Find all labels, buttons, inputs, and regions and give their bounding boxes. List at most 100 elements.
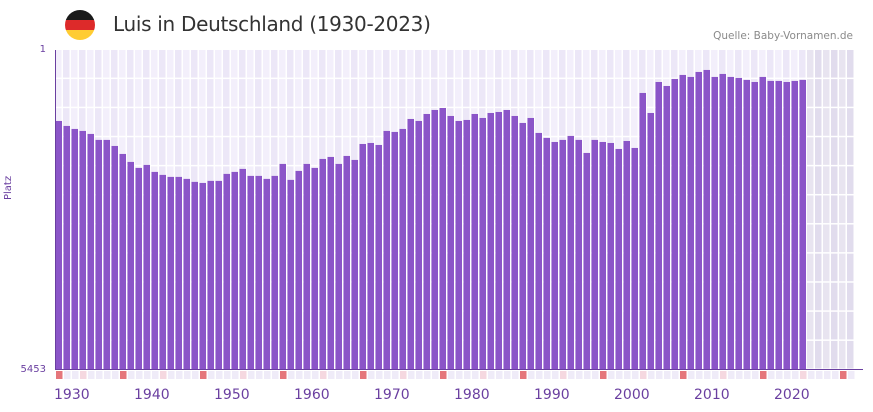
- bar-1931[interactable]: [63, 125, 71, 370]
- bar-1952[interactable]: [231, 171, 239, 370]
- bar-2008[interactable]: [679, 74, 687, 370]
- bar-1977[interactable]: [431, 109, 439, 370]
- x-tick-1960: 1960: [294, 387, 330, 403]
- bar-2015[interactable]: [735, 77, 743, 370]
- bar-1973[interactable]: [399, 128, 407, 370]
- bar-1932[interactable]: [71, 128, 79, 370]
- bar-1961[interactable]: [303, 163, 311, 370]
- bar-1992[interactable]: [551, 141, 559, 370]
- bar-2001[interactable]: [623, 140, 631, 370]
- bar-1991[interactable]: [543, 137, 551, 370]
- bar-1959[interactable]: [287, 179, 295, 370]
- bar-2017[interactable]: [751, 81, 759, 370]
- bar-1944[interactable]: [167, 176, 175, 370]
- bar-1975[interactable]: [415, 120, 423, 370]
- bar-1965[interactable]: [335, 163, 343, 370]
- bar-1935[interactable]: [95, 139, 103, 370]
- bar-1970[interactable]: [375, 144, 383, 370]
- bar-1951[interactable]: [223, 173, 231, 370]
- bar-1983[interactable]: [479, 117, 487, 370]
- bar-1974[interactable]: [407, 118, 415, 370]
- bar-1993[interactable]: [559, 139, 567, 370]
- bar-1988[interactable]: [519, 122, 527, 370]
- bar-1949[interactable]: [207, 180, 215, 370]
- bar-1962[interactable]: [311, 167, 319, 370]
- year-marker-strip: [56, 371, 855, 379]
- bar-1933[interactable]: [79, 130, 87, 370]
- bar-1981[interactable]: [463, 119, 471, 370]
- bar-2003[interactable]: [639, 92, 647, 370]
- bar-1946[interactable]: [183, 178, 191, 370]
- bar-1942[interactable]: [151, 171, 159, 370]
- bar-2010[interactable]: [695, 71, 703, 370]
- bar-1943[interactable]: [159, 174, 167, 370]
- bar-1967[interactable]: [351, 159, 359, 370]
- bar-2021[interactable]: [783, 81, 791, 370]
- x-tick-2020: 2020: [774, 387, 810, 403]
- bar-1984[interactable]: [487, 112, 495, 370]
- bar-1954[interactable]: [247, 175, 255, 370]
- bar-2004[interactable]: [647, 112, 655, 370]
- bar-1950[interactable]: [215, 180, 223, 370]
- bar-2006[interactable]: [663, 85, 671, 370]
- bar-2016[interactable]: [743, 79, 751, 370]
- bar-1945[interactable]: [175, 176, 183, 370]
- source-label: Quelle: Baby-Vornamen.de: [713, 30, 853, 42]
- bar-1930[interactable]: [55, 120, 63, 370]
- bar-1939[interactable]: [127, 161, 135, 370]
- bar-1998[interactable]: [599, 141, 607, 370]
- bar-1968[interactable]: [359, 143, 367, 370]
- bar-2018[interactable]: [759, 76, 767, 370]
- bar-1956[interactable]: [263, 178, 271, 370]
- bar-2012[interactable]: [711, 76, 719, 370]
- bar-1948[interactable]: [199, 182, 207, 370]
- bar-2023[interactable]: [799, 79, 807, 370]
- x-tick-2000: 2000: [614, 387, 650, 403]
- bar-2002[interactable]: [631, 147, 639, 370]
- bar-1982[interactable]: [471, 113, 479, 370]
- bar-1953[interactable]: [239, 168, 247, 370]
- bar-1997[interactable]: [591, 139, 599, 370]
- bar-1995[interactable]: [575, 139, 583, 370]
- bar-1941[interactable]: [143, 164, 151, 370]
- bar-1969[interactable]: [367, 142, 375, 370]
- bar-1978[interactable]: [439, 107, 447, 370]
- bar-1958[interactable]: [279, 163, 287, 370]
- bar-1979[interactable]: [447, 115, 455, 370]
- bar-2022[interactable]: [791, 80, 799, 370]
- bar-1971[interactable]: [383, 130, 391, 370]
- bar-1986[interactable]: [503, 109, 511, 370]
- bar-2020[interactable]: [775, 80, 783, 370]
- bar-2007[interactable]: [671, 78, 679, 370]
- bar-1938[interactable]: [119, 153, 127, 370]
- bar-2013[interactable]: [719, 73, 727, 370]
- bar-1990[interactable]: [535, 132, 543, 370]
- bar-1934[interactable]: [87, 133, 95, 370]
- bar-1964[interactable]: [327, 156, 335, 370]
- bar-1989[interactable]: [527, 117, 535, 370]
- bar-2014[interactable]: [727, 76, 735, 370]
- bar-1963[interactable]: [319, 158, 327, 370]
- bar-1957[interactable]: [271, 175, 279, 370]
- bar-1976[interactable]: [423, 113, 431, 370]
- bar-1960[interactable]: [295, 170, 303, 370]
- bar-1999[interactable]: [607, 142, 615, 370]
- bar-1955[interactable]: [255, 175, 263, 370]
- bar-1980[interactable]: [455, 120, 463, 370]
- bar-1966[interactable]: [343, 155, 351, 370]
- bar-1994[interactable]: [567, 135, 575, 370]
- y-tick-top: 1: [39, 44, 46, 55]
- bar-1937[interactable]: [111, 145, 119, 370]
- bar-2005[interactable]: [655, 81, 663, 370]
- bar-1987[interactable]: [511, 115, 519, 370]
- bar-1996[interactable]: [583, 152, 591, 370]
- bar-2011[interactable]: [703, 69, 711, 370]
- bar-1947[interactable]: [191, 181, 199, 370]
- bar-1936[interactable]: [103, 139, 111, 370]
- bar-1940[interactable]: [135, 167, 143, 370]
- bar-2009[interactable]: [687, 76, 695, 370]
- bar-2019[interactable]: [767, 80, 775, 370]
- bar-1985[interactable]: [495, 111, 503, 370]
- bar-1972[interactable]: [391, 131, 399, 370]
- bar-2000[interactable]: [615, 148, 623, 370]
